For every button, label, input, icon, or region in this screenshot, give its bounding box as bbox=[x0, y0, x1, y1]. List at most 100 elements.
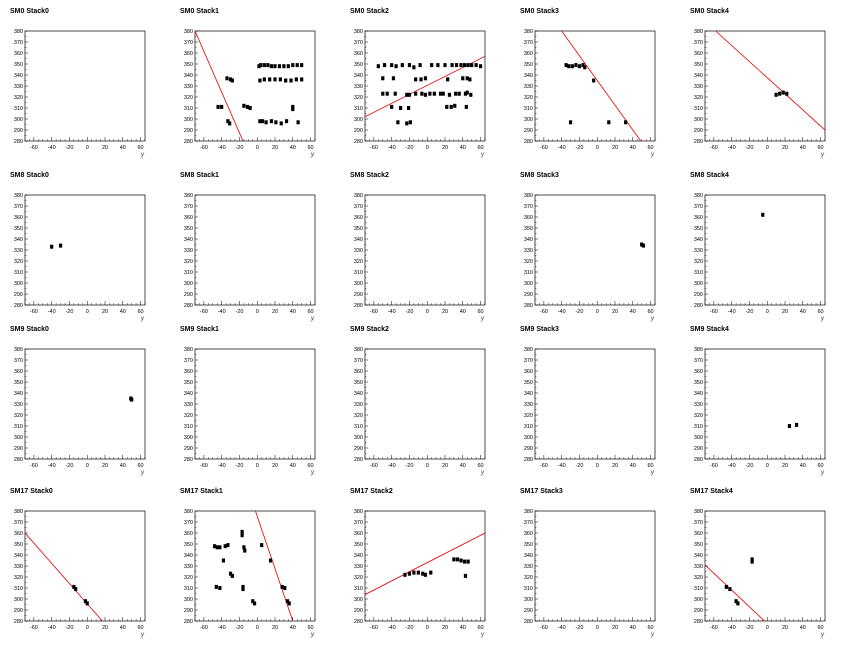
x-tick-label: -20 bbox=[405, 463, 413, 469]
y-tick-label: 350 bbox=[354, 62, 363, 68]
x-tick-label: 60 bbox=[137, 625, 143, 631]
data-point bbox=[470, 63, 474, 68]
x-tick-label: -60 bbox=[30, 463, 38, 469]
data-point bbox=[419, 77, 423, 82]
y-tick-label: 380 bbox=[184, 509, 193, 515]
x-tick-label: -40 bbox=[728, 309, 736, 315]
y-tick-label: 330 bbox=[354, 248, 363, 254]
x-tick-label: -20 bbox=[405, 145, 413, 151]
x-tick-label: 0 bbox=[596, 625, 599, 631]
data-point bbox=[240, 529, 244, 534]
x-tick-label: 60 bbox=[307, 625, 313, 631]
data-point bbox=[268, 77, 272, 82]
x-tick-label: 0 bbox=[256, 625, 259, 631]
y-tick-label: 360 bbox=[694, 369, 703, 375]
data-point bbox=[390, 104, 394, 109]
y-tick-label: 300 bbox=[524, 435, 533, 441]
plot-area bbox=[129, 396, 134, 402]
y-tick-label: 320 bbox=[354, 95, 363, 101]
y-tick-label: 350 bbox=[14, 226, 23, 232]
x-tick-label: 60 bbox=[817, 463, 823, 469]
x-tick-label: 0 bbox=[766, 625, 769, 631]
y-tick-label: 290 bbox=[354, 446, 363, 452]
data-point bbox=[423, 572, 428, 577]
x-tick-label: 20 bbox=[782, 145, 788, 151]
y-tick-label: 300 bbox=[694, 117, 703, 123]
y-tick-label: 370 bbox=[184, 40, 193, 46]
data-point bbox=[273, 64, 277, 69]
data-point bbox=[300, 63, 304, 68]
x-tick-label: 40 bbox=[290, 145, 296, 151]
data-point bbox=[83, 599, 88, 604]
panel-sm9-stack3: SM9 Stack3 280 290 300 310 320 330 340 350 360 370… bbox=[520, 326, 656, 476]
x-tick-label: 40 bbox=[120, 463, 126, 469]
y-tick-label: 370 bbox=[184, 520, 193, 526]
data-point bbox=[295, 63, 299, 68]
data-point bbox=[300, 77, 304, 82]
y-tick-label: 380 bbox=[524, 509, 533, 515]
x-tick-label: 60 bbox=[307, 145, 313, 151]
data-point bbox=[407, 92, 412, 97]
y-tick-label: 300 bbox=[354, 117, 363, 123]
x-tick-label: 40 bbox=[630, 625, 636, 631]
y-tick-label: 290 bbox=[694, 608, 703, 614]
y-tick-label: 340 bbox=[14, 237, 23, 243]
data-point bbox=[252, 601, 257, 606]
x-tick-label: -40 bbox=[388, 463, 396, 469]
data-point bbox=[394, 64, 398, 69]
y-tick-label: 370 bbox=[694, 520, 703, 526]
panel-title: SM0 Stack4 bbox=[690, 8, 729, 15]
y-tick-label: 360 bbox=[694, 531, 703, 537]
x-tick-label: -40 bbox=[728, 625, 736, 631]
y-tick-label: 290 bbox=[184, 292, 193, 298]
x-tick-label: -20 bbox=[65, 463, 73, 469]
x-tick-label: -20 bbox=[235, 309, 243, 315]
data-point bbox=[428, 91, 432, 96]
y-tick-label: 330 bbox=[354, 402, 363, 408]
y-tick-label: 330 bbox=[184, 248, 193, 254]
x-tick-label: 60 bbox=[477, 463, 483, 469]
y-tick-label: 360 bbox=[354, 51, 363, 57]
fit-line bbox=[25, 532, 103, 621]
y-tick-label: 350 bbox=[354, 542, 363, 548]
y-tick-label: 300 bbox=[354, 281, 363, 287]
x-tick-label: 0 bbox=[256, 309, 259, 315]
y-tick-label: 320 bbox=[524, 575, 533, 581]
panel-title: SM0 Stack3 bbox=[520, 8, 559, 15]
y-tick-label: 360 bbox=[184, 369, 193, 375]
y-tick-label: 300 bbox=[524, 597, 533, 603]
data-point bbox=[391, 76, 396, 81]
data-point bbox=[568, 120, 573, 125]
y-tick-label: 340 bbox=[694, 237, 703, 243]
y-tick-label: 350 bbox=[184, 226, 193, 232]
x-tick-label: 40 bbox=[800, 625, 806, 631]
x-tick-label: 0 bbox=[256, 145, 259, 151]
panel-title: SM0 Stack1 bbox=[180, 8, 219, 15]
data-point bbox=[447, 92, 452, 97]
data-point bbox=[452, 557, 456, 562]
y-tick-label: 320 bbox=[14, 95, 23, 101]
x-tick-label: 0 bbox=[426, 625, 429, 631]
data-point bbox=[463, 91, 468, 96]
panel-title: SM8 Stack4 bbox=[690, 172, 729, 179]
x-tick-label: -40 bbox=[558, 145, 566, 151]
data-point bbox=[266, 63, 270, 68]
x-tick-label: -60 bbox=[30, 625, 38, 631]
data-point bbox=[279, 121, 283, 126]
data-point bbox=[269, 119, 274, 124]
plot-area bbox=[365, 55, 485, 126]
data-point bbox=[761, 212, 765, 217]
panel-sm9-stack2: SM9 Stack2 280 290 300 310 320 330 340 350 360 370… bbox=[350, 326, 486, 476]
panel-sm0-stack3: SM0 Stack3 280 290 300 310 320 330 340 350 360 370… bbox=[520, 8, 656, 158]
y-tick-label: 280 bbox=[184, 303, 193, 309]
panel-sm17-stack0: SM17 Stack0 280 290 300 310 320 330 340 350 360 37… bbox=[10, 488, 146, 638]
data-point bbox=[468, 77, 472, 82]
y-tick-label: 290 bbox=[14, 608, 23, 614]
data-point bbox=[438, 91, 443, 96]
y-tick-label: 300 bbox=[524, 117, 533, 123]
x-tick-label: 60 bbox=[817, 145, 823, 151]
plot-frame bbox=[24, 30, 146, 142]
panel-sm9-stack1: SM9 Stack1 280 290 300 310 320 330 340 350 360 370… bbox=[180, 326, 316, 476]
data-point bbox=[570, 64, 574, 69]
